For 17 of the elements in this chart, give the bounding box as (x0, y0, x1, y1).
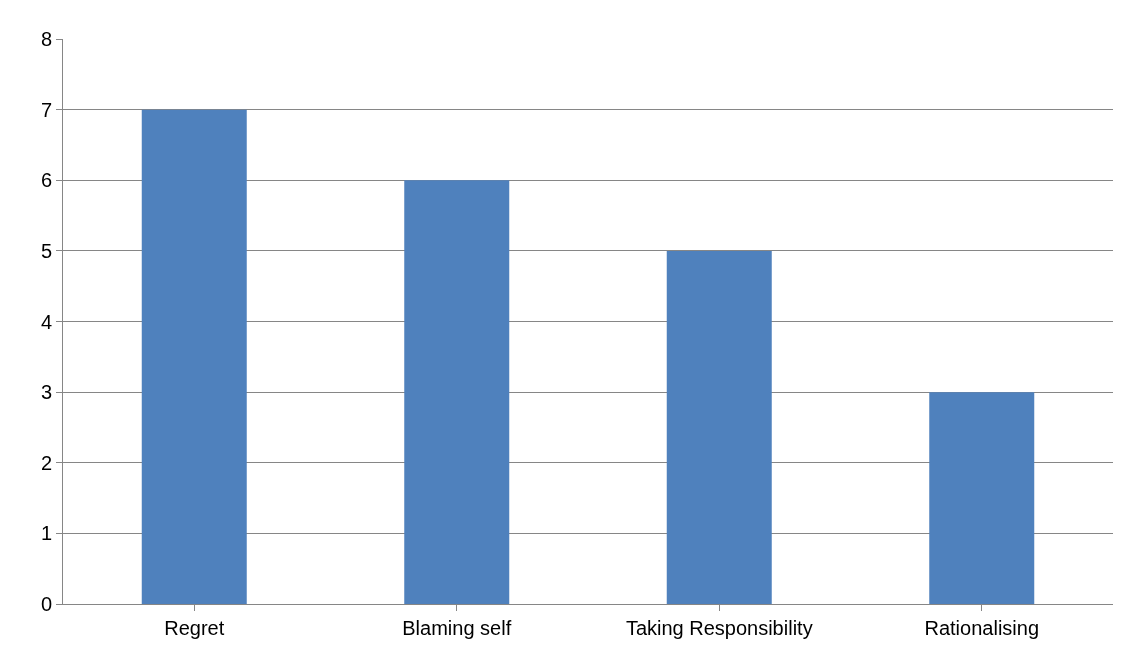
y-tick-label: 3 (40, 381, 52, 404)
x-tick-label: Blaming self (402, 617, 512, 639)
x-tick-label: Rationalising (924, 617, 1040, 639)
y-tick-label: 5 (40, 239, 52, 262)
y-tick-label: 7 (40, 98, 52, 121)
bar (666, 250, 772, 604)
bar (404, 180, 510, 604)
x-tick-label: Regret (164, 617, 225, 639)
y-tick-label: 0 (40, 593, 52, 615)
y-tick-label: 6 (40, 169, 52, 192)
y-tick-label: 1 (40, 522, 52, 545)
y-tick-label: 4 (40, 310, 52, 333)
y-tick-label: 8 (40, 28, 52, 50)
y-tick-label: 2 (40, 451, 52, 474)
bar (141, 109, 247, 604)
x-tick-label: Taking Responsibility (625, 617, 813, 639)
bar (929, 392, 1035, 604)
